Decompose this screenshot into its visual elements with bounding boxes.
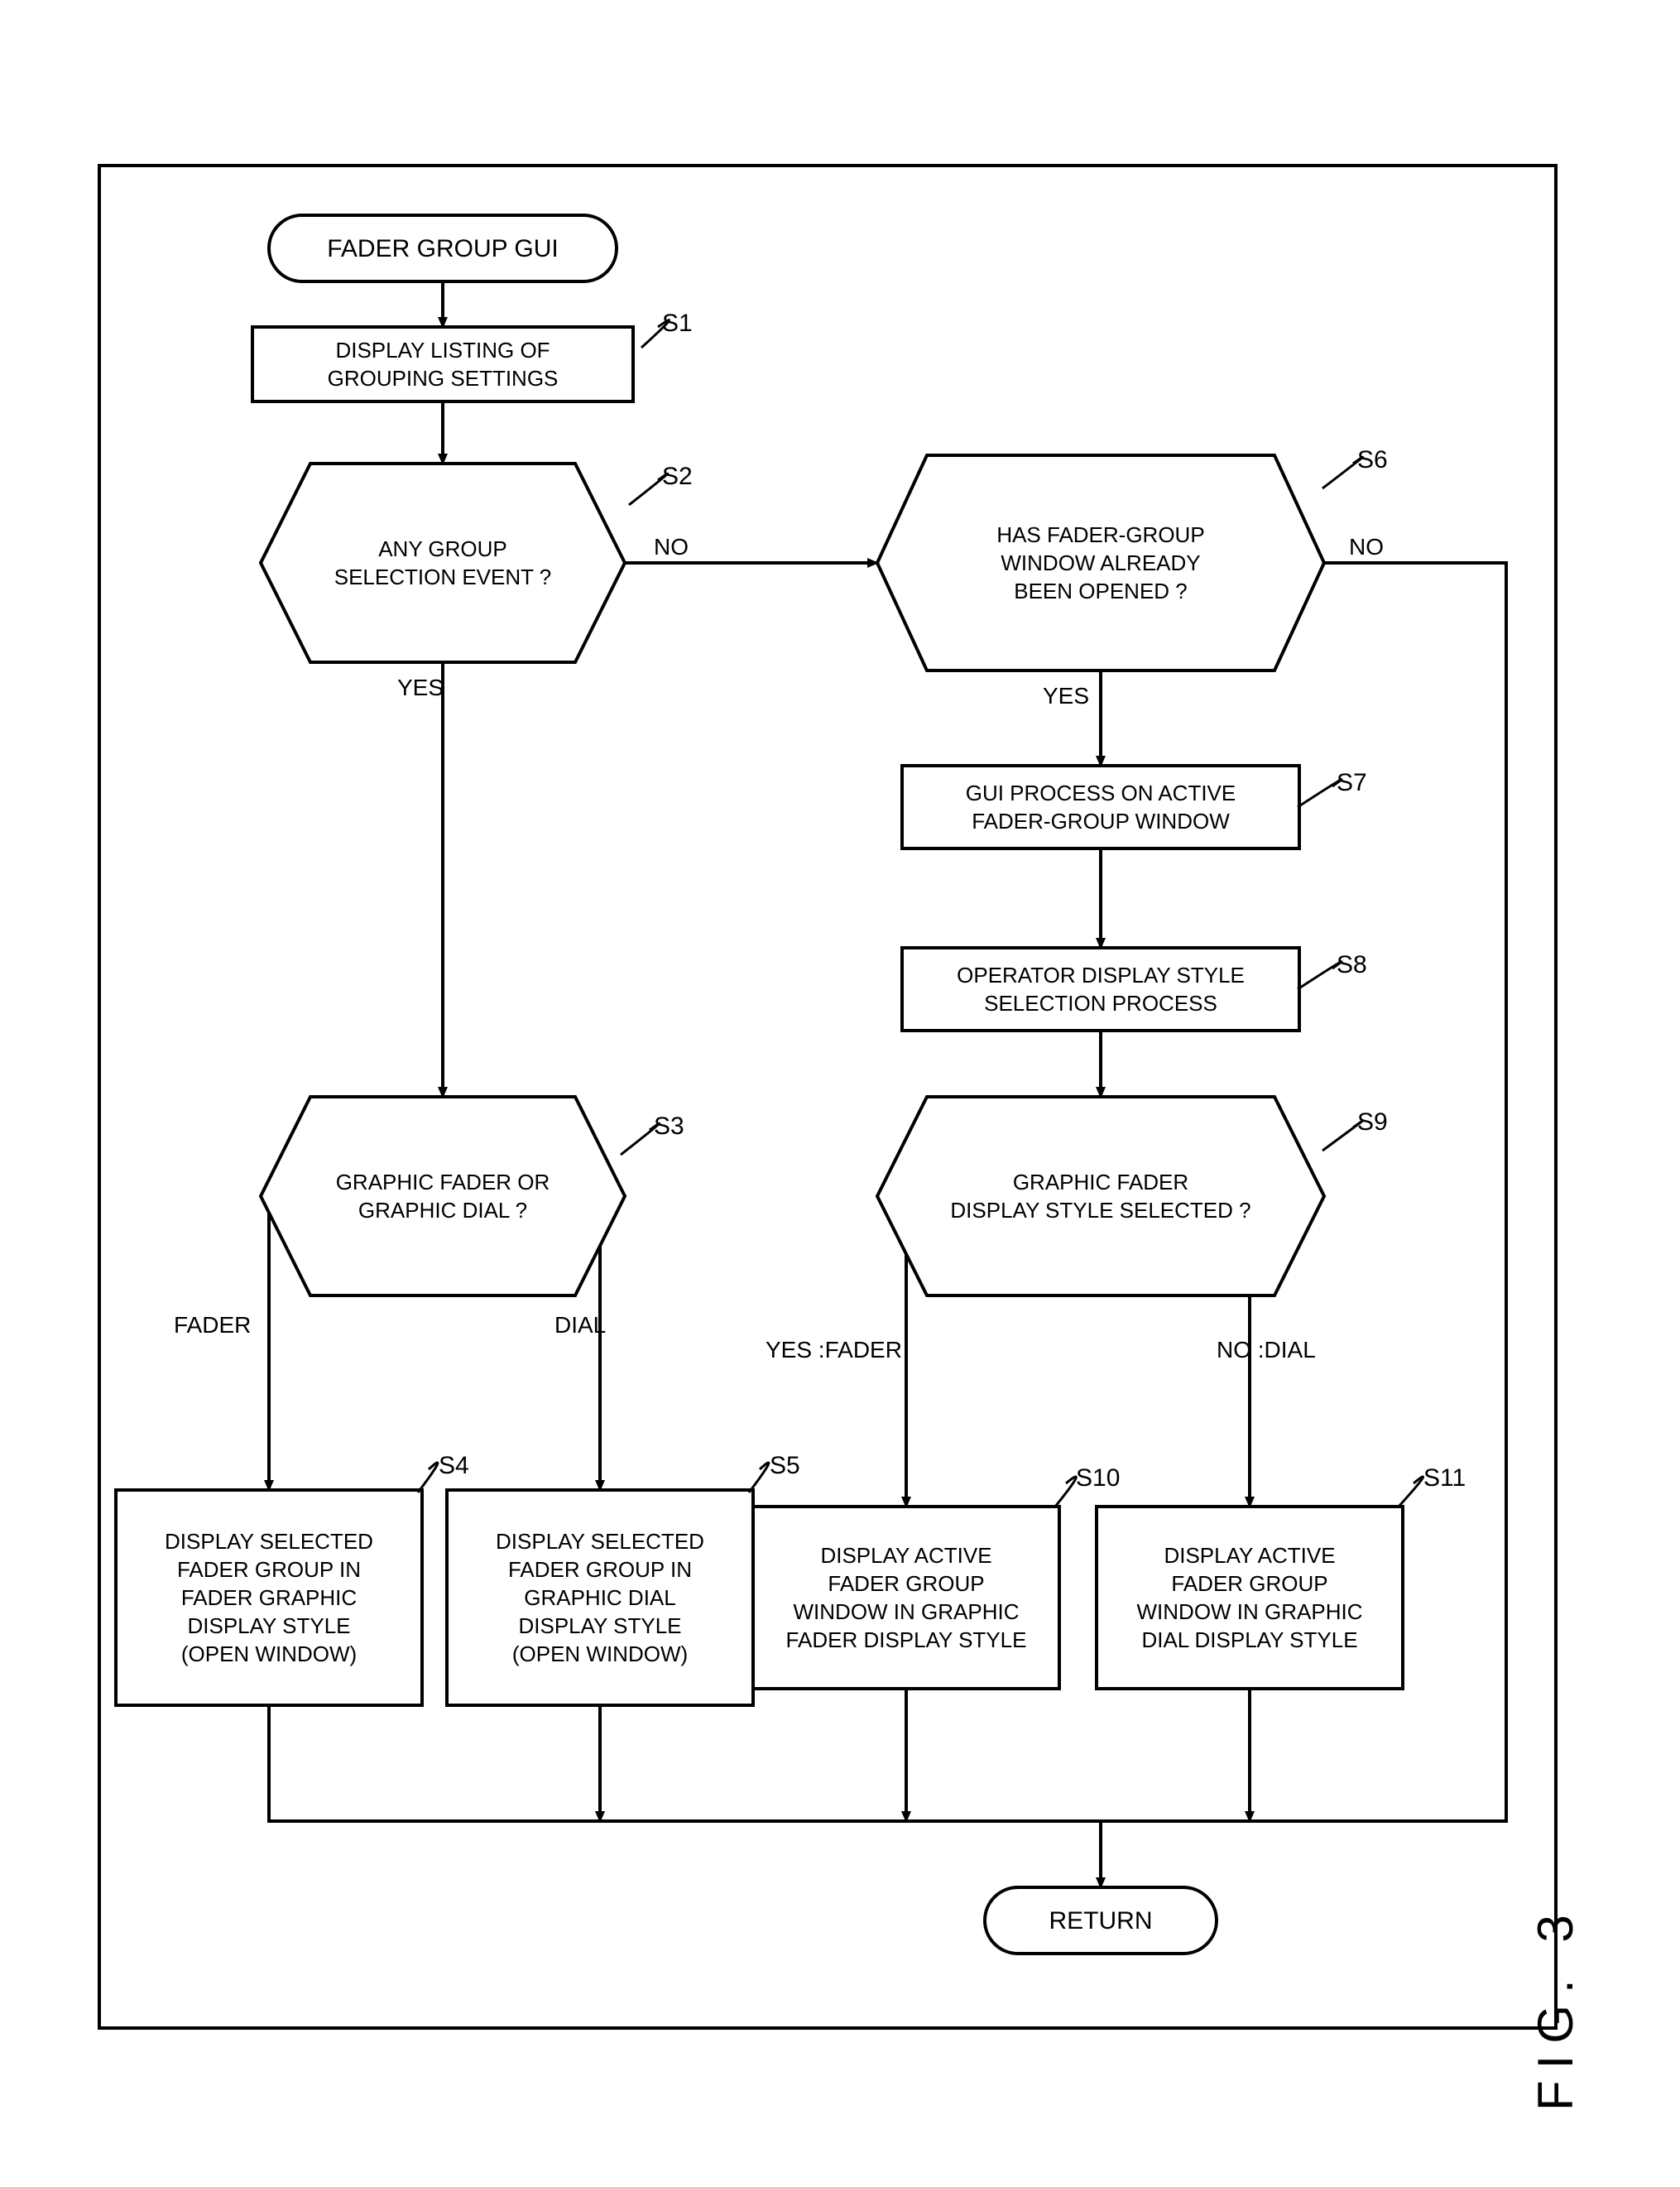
svg-text:DISPLAY STYLE SELECTED ?: DISPLAY STYLE SELECTED ? [950,1198,1250,1223]
step-label-s8: S8 [1337,951,1367,978]
step-connector [1055,1477,1076,1507]
terminal-return-label: RETURN [1049,1907,1153,1935]
decision-s9 [877,1097,1324,1295]
terminal-start-label: FADER GROUP GUI [327,235,559,262]
step-connector [1399,1477,1423,1507]
svg-text:HAS FADER-GROUP: HAS FADER-GROUP [996,522,1204,547]
step-label-s3: S3 [654,1113,684,1140]
svg-text:(OPEN WINDOW): (OPEN WINDOW) [181,1641,357,1666]
step-label-s6: S6 [1357,446,1388,473]
svg-text:DISPLAY SELECTED: DISPLAY SELECTED [165,1529,373,1554]
edge-label: YES [397,675,444,700]
svg-text:FADER GRAPHIC: FADER GRAPHIC [181,1585,357,1610]
step-connector [1298,780,1342,807]
svg-text:DISPLAY SELECTED: DISPLAY SELECTED [496,1529,704,1554]
step-label-s4: S4 [439,1452,469,1479]
svg-text:WINDOW ALREADY: WINDOW ALREADY [1001,550,1200,575]
svg-text:WINDOW IN GRAPHIC: WINDOW IN GRAPHIC [1137,1599,1363,1624]
edge-label: FADER [174,1312,251,1338]
svg-text:SELECTION PROCESS: SELECTION PROCESS [984,991,1217,1016]
decision-s3 [261,1097,625,1295]
svg-text:GRAPHIC DIAL: GRAPHIC DIAL [524,1585,676,1610]
step-connector [418,1463,438,1492]
edge-label: NO [654,534,689,560]
svg-text:OPERATOR DISPLAY STYLE: OPERATOR DISPLAY STYLE [957,963,1245,988]
flow-edge [269,1705,1101,1821]
svg-text:DISPLAY ACTIVE: DISPLAY ACTIVE [1164,1543,1335,1568]
svg-text:DISPLAY LISTING OF: DISPLAY LISTING OF [335,338,550,363]
step-label-s10: S10 [1076,1464,1120,1492]
svg-text:DIAL DISPLAY STYLE: DIAL DISPLAY STYLE [1141,1627,1357,1652]
svg-text:FADER-GROUP WINDOW: FADER-GROUP WINDOW [972,809,1230,834]
svg-text:FADER GROUP: FADER GROUP [1171,1571,1327,1596]
svg-text:WINDOW IN GRAPHIC: WINDOW IN GRAPHIC [794,1599,1020,1624]
step-label-s7: S7 [1337,769,1367,796]
svg-text:FADER GROUP IN: FADER GROUP IN [508,1557,692,1582]
svg-text:GRAPHIC FADER OR: GRAPHIC FADER OR [336,1170,550,1194]
process-s8 [902,948,1299,1031]
svg-text:GROUPING SETTINGS: GROUPING SETTINGS [328,366,559,391]
edge-label: DIAL [554,1312,606,1338]
process-s11 [1097,1507,1403,1689]
svg-text:GUI PROCESS ON ACTIVE: GUI PROCESS ON ACTIVE [966,781,1236,805]
svg-text:DISPLAY ACTIVE: DISPLAY ACTIVE [820,1543,991,1568]
process-s7 [902,766,1299,848]
edge-label: YES :FADER [766,1337,902,1363]
svg-text:FADER GROUP IN: FADER GROUP IN [177,1557,361,1582]
svg-text:BEEN OPENED ?: BEEN OPENED ? [1014,579,1188,603]
process-s10 [753,1507,1059,1689]
step-label-s5: S5 [770,1452,800,1479]
svg-text:FADER GROUP: FADER GROUP [828,1571,984,1596]
edge-label: NO [1349,534,1384,560]
svg-text:ANY GROUP: ANY GROUP [378,536,507,561]
edge-label: YES [1043,683,1089,709]
step-label-s2: S2 [662,463,693,490]
flow-edge [261,1196,269,1341]
figure-label: FIG. 3 [1528,1903,1583,2111]
svg-text:GRAPHIC DIAL ?: GRAPHIC DIAL ? [358,1198,527,1223]
edge-label: NO :DIAL [1217,1337,1316,1363]
step-connector [749,1463,769,1492]
svg-text:GRAPHIC FADER: GRAPHIC FADER [1013,1170,1188,1194]
decision-s2 [261,464,625,662]
svg-text:FADER DISPLAY STYLE: FADER DISPLAY STYLE [786,1627,1027,1652]
step-label-s11: S11 [1423,1464,1466,1492]
svg-text:SELECTION EVENT ?: SELECTION EVENT ? [334,565,552,589]
svg-text:(OPEN WINDOW): (OPEN WINDOW) [512,1641,688,1666]
step-connector [1298,962,1342,989]
svg-text:DISPLAY STYLE: DISPLAY STYLE [518,1613,681,1638]
svg-text:DISPLAY STYLE: DISPLAY STYLE [187,1613,350,1638]
